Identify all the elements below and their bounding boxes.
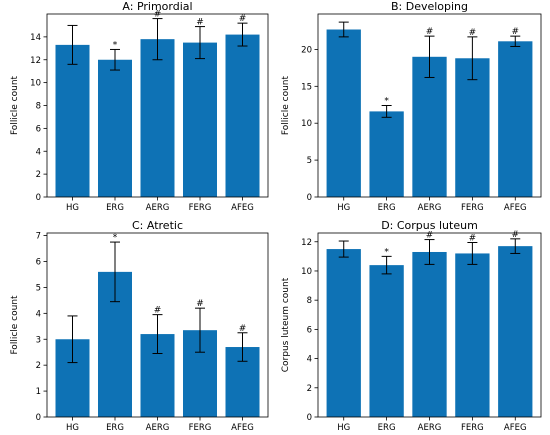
chart-title: C: Atretic — [132, 219, 183, 232]
bar — [412, 56, 447, 197]
bar — [326, 29, 361, 197]
y-tick-label: 12 — [301, 238, 312, 248]
significance-marker: # — [239, 14, 247, 24]
significance-marker: # — [196, 18, 204, 28]
y-axis-label: Follicle count — [10, 295, 20, 355]
x-tick-label: AFEG — [231, 203, 254, 213]
bar — [455, 58, 490, 197]
bar — [498, 41, 533, 198]
chart-panel: * # # #0 1 2 3 4 5 6 7 HG ERG AERG FERG AFEG C: Atretic F… — [10, 219, 269, 433]
significance-marker: # — [511, 230, 519, 240]
y-tick-label: 5 — [307, 156, 312, 166]
bar — [498, 246, 533, 417]
chart-title: D: Corpus luteum — [381, 219, 478, 232]
x-tick-label: AERG — [418, 203, 442, 213]
y-tick-label: 6 — [36, 124, 41, 134]
significance-marker: # — [469, 28, 477, 38]
bar — [225, 34, 260, 198]
y-tick-label: 2 — [36, 361, 41, 371]
significance-marker: # — [239, 324, 247, 334]
bar — [98, 59, 132, 197]
x-tick-label: AFEG — [231, 423, 254, 433]
y-tick-label: 3 — [36, 335, 41, 345]
significance-marker: # — [426, 231, 434, 241]
y-tick-label: 1 — [36, 387, 41, 397]
x-tick-label: FERG — [461, 203, 484, 213]
bar — [412, 251, 447, 417]
chart-title: A: Primordial — [122, 0, 192, 13]
y-tick-label: 14 — [30, 33, 41, 43]
chart-panel: * # # #0 5 10 15 20 HG ERG AERG FERG AFEG B: Developi… — [281, 0, 542, 213]
bar — [326, 249, 361, 417]
x-tick-label: AERG — [146, 423, 170, 433]
bar — [369, 265, 404, 417]
y-tick-label: 5 — [36, 283, 41, 293]
y-tick-label: 6 — [36, 258, 41, 268]
significance-marker: # — [154, 10, 162, 20]
y-tick-label: 0 — [36, 413, 41, 423]
significance-marker: # — [469, 233, 477, 243]
bar — [455, 253, 490, 417]
bar — [369, 111, 404, 197]
y-tick-label: 20 — [301, 45, 312, 55]
bar — [55, 44, 90, 197]
chart-panel: * # # #0 2 4 6 8 10 12 HG ERG AERG FERG AFEG D: Corpus … — [281, 219, 542, 433]
y-axis-label: Corpus luteum count — [281, 277, 291, 372]
x-tick-label: ERG — [378, 423, 396, 433]
x-tick-label: AFEG — [504, 423, 527, 433]
y-tick-label: 15 — [301, 82, 312, 92]
x-tick-label: HG — [337, 203, 350, 213]
y-tick-label: 10 — [301, 119, 312, 129]
bar — [183, 42, 217, 197]
significance-marker: # — [511, 27, 519, 37]
significance-marker: * — [384, 247, 389, 257]
x-tick-label: FERG — [189, 203, 212, 213]
x-tick-label: ERG — [106, 203, 124, 213]
y-tick-label: 2 — [36, 170, 41, 180]
y-tick-label: 4 — [36, 309, 41, 319]
significance-marker: * — [113, 40, 118, 50]
chart-panel: * # # #0 2 4 6 8 10 12 14 HG ERG AERG FERG AFEG A: Primo… — [10, 0, 269, 213]
x-tick-label: FERG — [461, 423, 484, 433]
y-tick-label: 2 — [307, 384, 312, 394]
y-tick-label: 0 — [307, 193, 312, 203]
y-tick-label: 8 — [307, 296, 312, 306]
y-axis-label: Follicle count — [10, 75, 20, 135]
y-tick-label: 8 — [36, 102, 41, 112]
x-tick-label: HG — [337, 423, 350, 433]
x-tick-label: ERG — [378, 203, 396, 213]
significance-marker: # — [426, 27, 434, 37]
x-tick-label: ERG — [106, 423, 124, 433]
y-axis-label: Follicle count — [281, 75, 291, 135]
y-tick-label: 10 — [301, 267, 312, 277]
x-tick-label: AFEG — [504, 203, 527, 213]
bar — [140, 39, 175, 197]
x-tick-label: HG — [66, 423, 79, 433]
significance-marker: * — [384, 97, 389, 107]
x-tick-label: AERG — [418, 423, 442, 433]
x-tick-label: FERG — [189, 423, 212, 433]
y-tick-label: 4 — [307, 355, 312, 365]
y-tick-label: 4 — [36, 147, 41, 157]
significance-marker: * — [113, 233, 118, 243]
y-tick-label: 12 — [30, 56, 41, 66]
x-tick-label: AERG — [146, 203, 170, 213]
y-tick-label: 0 — [36, 193, 41, 203]
x-tick-label: HG — [66, 203, 79, 213]
y-tick-label: 6 — [307, 325, 312, 335]
chart-title: B: Developing — [391, 0, 468, 13]
y-tick-label: 10 — [30, 79, 41, 89]
significance-marker: # — [196, 299, 204, 309]
y-tick-label: 0 — [307, 413, 312, 423]
significance-marker: # — [154, 306, 162, 316]
y-tick-label: 7 — [36, 232, 41, 242]
